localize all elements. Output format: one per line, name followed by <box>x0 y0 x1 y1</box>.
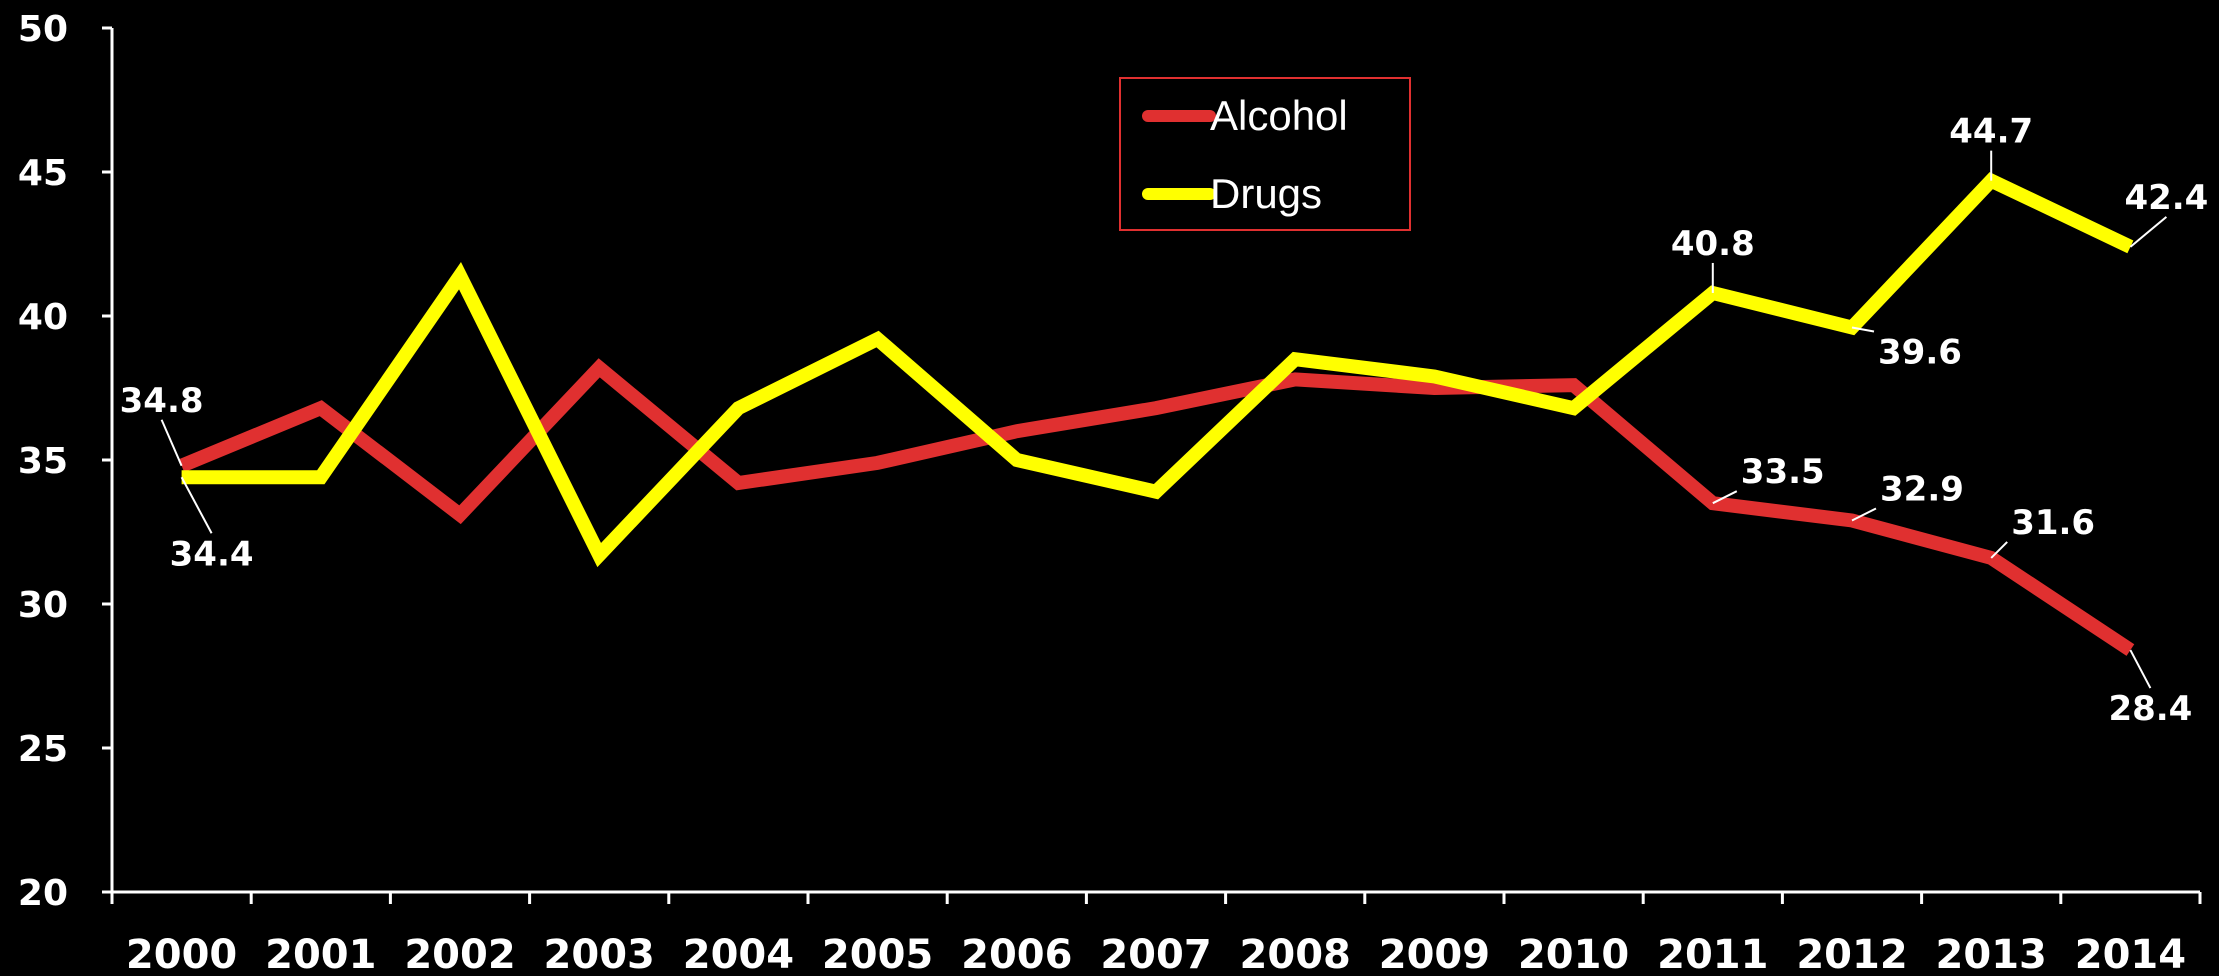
data-label-leader <box>2129 216 2168 248</box>
data-label-drugs: 40.8 <box>1671 224 1755 264</box>
data-label-alcohol: 33.5 <box>1741 452 1825 492</box>
data-label-drugs: 34.4 <box>170 534 254 574</box>
data-label-drugs: 39.6 <box>1878 333 1962 373</box>
x-tick-label: 2000 <box>126 932 237 976</box>
series-line-alcohol <box>178 358 2135 656</box>
x-tick-label: 2004 <box>683 932 794 976</box>
x-tick-label: 2003 <box>544 932 655 976</box>
axes: 20 25 30 35 40 45 50 2000 2001 2002 2003 2004 2005 20… <box>18 9 2202 976</box>
series-line-drugs <box>181 172 2134 568</box>
data-label-drugs: 44.7 <box>1949 112 2033 152</box>
data-label-leader <box>1990 541 2008 559</box>
x-tick-label: 2001 <box>265 932 376 976</box>
legend-box <box>1119 77 1411 231</box>
y-tick-label: 50 <box>18 9 68 50</box>
data-label-leader <box>1851 326 1875 333</box>
x-tick-label: 2010 <box>1518 932 1629 976</box>
data-label-leader <box>1712 490 1738 505</box>
legend-label-alcohol: Alcohol <box>1210 92 1348 139</box>
x-tick-label: 2006 <box>961 932 1072 976</box>
y-tick-label: 30 <box>18 585 68 626</box>
legend: Alcohol Drugs <box>1119 77 1411 231</box>
data-label-alcohol: 34.8 <box>120 381 204 421</box>
x-tick-label: 2007 <box>1100 932 1211 976</box>
x-tick-label: 2009 <box>1379 932 1490 976</box>
data-label-alcohol: 31.6 <box>2011 503 2095 543</box>
y-tick-label: 35 <box>18 441 68 482</box>
y-tick-label: 40 <box>18 297 68 338</box>
data-label-alcohol: 32.9 <box>1880 469 1964 509</box>
x-tick-label: 2008 <box>1240 932 1351 976</box>
x-tick-label: 2002 <box>404 932 515 976</box>
y-tick-label: 20 <box>18 873 68 914</box>
data-label-leader <box>160 419 183 467</box>
data-label-alcohol: 28.4 <box>2108 689 2192 729</box>
y-tick-label: 25 <box>18 729 68 770</box>
data-label-leader <box>180 476 213 534</box>
x-tick-label: 2014 <box>2075 932 2186 976</box>
x-tick-label: 2005 <box>822 932 933 976</box>
data-label-drugs: 42.4 <box>2124 178 2208 218</box>
x-tick-label: 2011 <box>1657 932 1768 976</box>
x-tick-label: 2012 <box>1796 932 1907 976</box>
data-label-leader <box>2129 649 2152 689</box>
legend-label-drugs: Drugs <box>1210 170 1322 217</box>
x-tick-label: 2013 <box>1936 932 2047 976</box>
series-lines <box>178 172 2135 656</box>
data-labels: 34.8 33.5 32.9 31.6 28.4 34.4 40.8 39.6 44.7 42.4 <box>120 112 2209 729</box>
y-tick-label: 45 <box>18 153 68 194</box>
data-label-leader <box>1851 507 1877 522</box>
